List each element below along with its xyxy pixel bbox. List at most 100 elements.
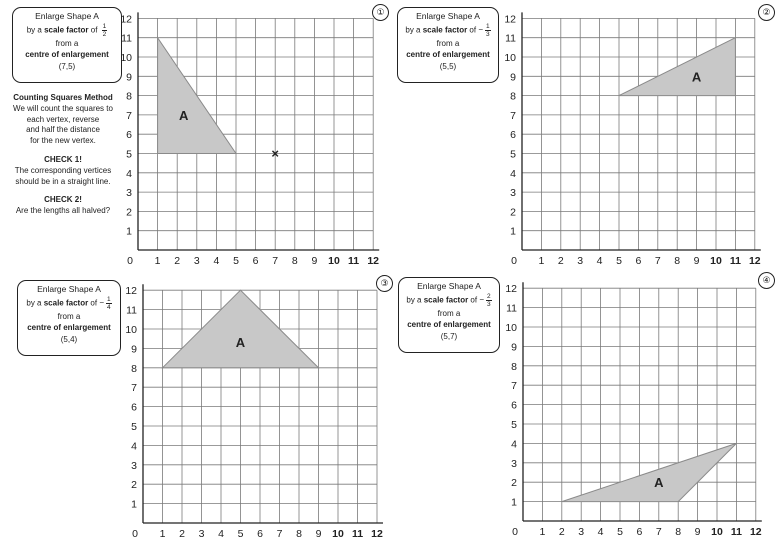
y-tick-label: 2 <box>131 479 137 491</box>
x-tick-label: 0 <box>511 255 517 267</box>
y-tick-label: 4 <box>510 168 516 180</box>
x-tick-label: 2 <box>174 255 180 267</box>
check1-line: The corresponding vertices <box>14 165 112 175</box>
scale-factor-label: scale factor <box>423 295 469 305</box>
x-tick-label: 1 <box>539 526 545 538</box>
y-tick-label: 10 <box>505 322 517 334</box>
y-tick-label: 10 <box>125 324 137 336</box>
x-tick-label: 5 <box>616 255 622 267</box>
method-line: and half the distance <box>26 125 100 135</box>
y-tick-label: 12 <box>125 285 137 297</box>
x-tick-label: 7 <box>656 526 662 538</box>
centre-coordinates: (7,5) <box>58 61 76 71</box>
scale-factor-of: of <box>88 298 100 308</box>
y-tick-label: 7 <box>131 382 137 394</box>
centre-label: centre of enlargement <box>406 50 490 59</box>
y-tick-label: 12 <box>504 13 516 25</box>
x-tick-label: 3 <box>577 255 583 267</box>
y-tick-label: 11 <box>126 305 137 317</box>
check1-line: should be in a straight line. <box>15 176 111 186</box>
instruction-title: Enlarge Shape A <box>417 281 481 291</box>
x-tick-label: 7 <box>277 528 283 540</box>
from-text: from a <box>55 38 79 48</box>
y-tick-label: 12 <box>505 283 517 295</box>
method-line: for the new vertex. <box>30 136 96 146</box>
fraction-numerator: 2 <box>486 292 491 300</box>
fraction-denominator: 2 <box>101 29 108 38</box>
x-tick-label: 8 <box>292 255 298 267</box>
shape-a <box>561 442 737 503</box>
y-tick-label: 7 <box>126 110 132 122</box>
fraction-denominator: 3 <box>485 299 492 308</box>
x-tick-label: 12 <box>371 528 383 540</box>
x-tick-label: 6 <box>257 528 263 540</box>
y-tick-label: 11 <box>506 303 517 315</box>
instruction-box-4: Enlarge Shape A by a scale factor of − 2… <box>398 277 500 353</box>
scale-factor-sign: − <box>99 298 104 308</box>
from-text: from a <box>437 308 461 318</box>
y-tick-label: 3 <box>131 460 137 472</box>
scale-factor-label: scale factor <box>422 25 468 35</box>
x-tick-label: 1 <box>155 255 161 267</box>
x-tick-label: 10 <box>332 528 344 540</box>
y-tick-label: 5 <box>511 419 517 431</box>
shape-a-label: A <box>179 108 189 123</box>
y-tick-label: 11 <box>505 33 516 45</box>
x-tick-label: 1 <box>160 528 166 540</box>
shape-a-label: A <box>654 475 664 490</box>
x-tick-label: 2 <box>558 255 564 267</box>
x-tick-label: 9 <box>695 526 701 538</box>
y-tick-label: 5 <box>131 421 137 433</box>
y-tick-label: 8 <box>511 361 517 373</box>
centre-label: centre of enlargement <box>25 50 109 59</box>
x-tick-label: 1 <box>538 255 544 267</box>
method-notes: Counting Squares Method We will count th… <box>4 93 122 217</box>
y-tick-label: 4 <box>131 440 137 452</box>
y-tick-label: 1 <box>126 226 132 238</box>
y-tick-label: 5 <box>510 149 516 161</box>
x-tick-label: 6 <box>636 526 642 538</box>
x-tick-label: 11 <box>352 528 363 540</box>
y-tick-label: 3 <box>511 458 517 470</box>
y-tick-label: 2 <box>126 206 132 218</box>
fraction-numerator: 1 <box>485 22 490 30</box>
method-heading: Counting Squares Method <box>13 93 113 102</box>
scale-factor-sign: − <box>478 25 483 35</box>
x-tick-label: 5 <box>238 528 244 540</box>
y-tick-label: 6 <box>126 129 132 141</box>
x-tick-label: 11 <box>730 255 741 267</box>
x-tick-label: 0 <box>512 526 518 538</box>
x-tick-label: 9 <box>311 255 317 267</box>
shape-a-label: A <box>236 335 246 350</box>
x-tick-label: 10 <box>328 255 340 267</box>
centre-label: centre of enlargement <box>407 320 491 329</box>
x-tick-label: 12 <box>749 255 761 267</box>
y-tick-label: 3 <box>126 187 132 199</box>
y-tick-label: 3 <box>510 187 516 199</box>
y-tick-label: 10 <box>504 52 516 64</box>
x-tick-label: 7 <box>655 255 661 267</box>
x-tick-label: 3 <box>578 526 584 538</box>
x-tick-label: 8 <box>674 255 680 267</box>
y-tick-label: 8 <box>510 91 516 103</box>
centre-marker: × <box>271 146 279 161</box>
scale-factor-label: scale factor <box>44 25 89 35</box>
x-tick-label: 3 <box>199 528 205 540</box>
y-tick-label: 1 <box>131 499 137 511</box>
y-tick-label: 2 <box>510 206 516 218</box>
x-tick-label: 0 <box>127 255 133 267</box>
instruction-title: Enlarge Shape A <box>37 284 101 294</box>
instruction-box-2: Enlarge Shape A by a scale factor of − 1… <box>397 7 499 83</box>
centre-label: centre of enlargement <box>27 323 111 332</box>
x-tick-label: 6 <box>253 255 259 267</box>
